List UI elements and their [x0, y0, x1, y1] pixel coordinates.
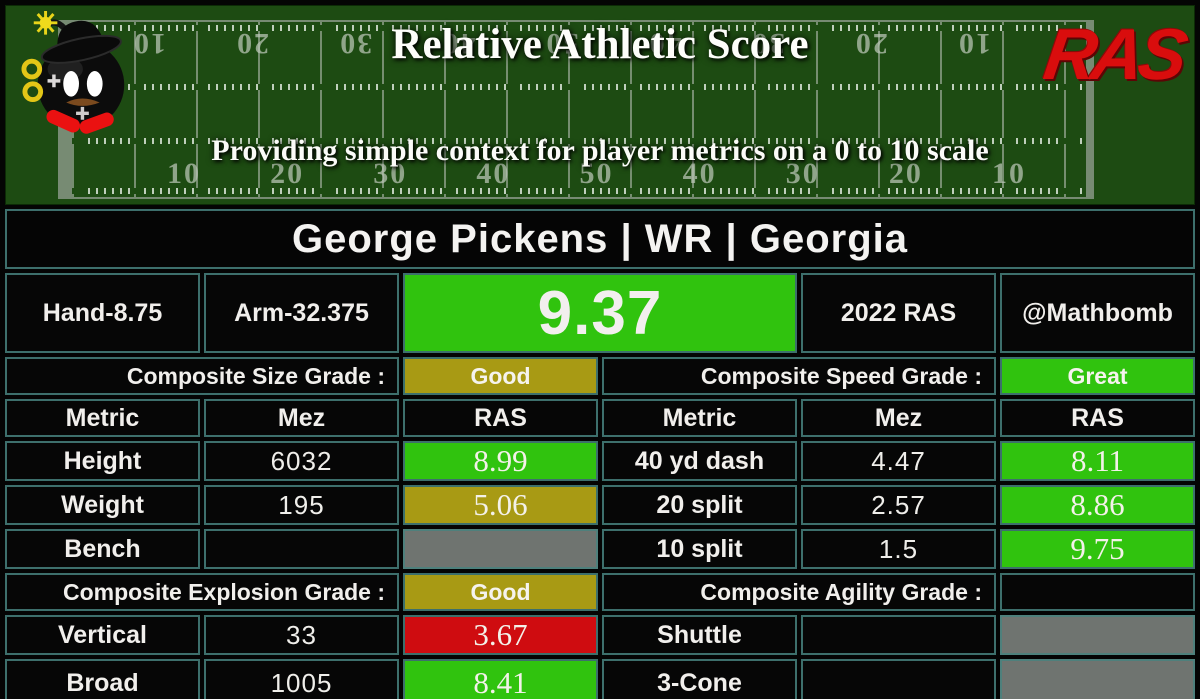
yard-number: 30	[373, 157, 408, 190]
credit-handle-cell: @Mathbomb	[1000, 273, 1195, 353]
metric-label: Shuttle	[602, 615, 797, 655]
mez-value: 33	[204, 615, 399, 655]
mez-value: 1005	[204, 659, 399, 699]
yard-number: 30	[785, 157, 820, 190]
mez-value: 6032	[204, 441, 399, 481]
field-numbers-bottom: 10 20 30 40 50 40 30 20 10	[72, 157, 1086, 191]
speed-grade-label: Composite Speed Grade :	[602, 357, 996, 395]
explosion-grade-label: Composite Explosion Grade :	[5, 573, 399, 611]
hash-marks-row	[72, 84, 1086, 90]
field-header: 10 20 30 40 50 40 30 20 10 10 20 30 40 5…	[5, 5, 1195, 205]
ras-value	[403, 529, 598, 569]
page-subtitle: Providing simple context for player metr…	[211, 134, 989, 167]
yard-number: 40	[476, 157, 511, 190]
metric-label: 40 yd dash	[602, 441, 797, 481]
metric-label: Weight	[5, 485, 200, 525]
ras-value: 8.99	[403, 441, 598, 481]
mez-value	[204, 529, 399, 569]
mez-value: 195	[204, 485, 399, 525]
mez-value	[801, 659, 996, 699]
yard-number: 10	[167, 157, 201, 190]
metric-label: Vertical	[5, 615, 200, 655]
player-name: George Pickens | WR | Georgia	[292, 216, 908, 261]
explosion-grade-value: Good	[403, 573, 598, 611]
metric-label: 10 split	[602, 529, 797, 569]
hand-size-cell: Hand-8.75	[5, 273, 200, 353]
ras-card: 10 20 30 40 50 40 30 20 10 10 20 30 40 5…	[0, 5, 1200, 699]
metric-label: 20 split	[602, 485, 797, 525]
table-row: Bench 10 split 1.5 9.75	[0, 529, 1200, 569]
size-grade-label: Composite Size Grade :	[5, 357, 399, 395]
arm-length-cell: Arm-32.375	[204, 273, 399, 353]
col-header-mez: Mez	[801, 399, 996, 437]
bomb-mascot-logo	[21, 11, 125, 134]
mez-value	[801, 615, 996, 655]
col-header-ras: RAS	[403, 399, 598, 437]
yard-number: 20	[888, 157, 923, 190]
grade-row-explosion-agility: Composite Explosion Grade : Good Composi…	[0, 573, 1200, 611]
yard-number: 50	[579, 157, 614, 190]
hash-marks-row	[72, 25, 1086, 31]
col-header-mez: Mez	[204, 399, 399, 437]
table-row: Vertical 33 3.67 Shuttle	[0, 615, 1200, 655]
grade-row-size-speed: Composite Size Grade : Good Composite Sp…	[0, 357, 1200, 395]
table-row: Broad 1005 8.41 3-Cone	[0, 659, 1200, 699]
ras-brand-logo: RAS	[1039, 15, 1188, 95]
mez-value: 4.47	[801, 441, 996, 481]
ras-value: 8.11	[1000, 441, 1195, 481]
yard-number: 40	[682, 157, 717, 190]
player-name-bar: George Pickens | WR | Georgia	[5, 209, 1195, 269]
hash-marks-row	[72, 188, 1086, 194]
table-row: Height 6032 8.99 40 yd dash 4.47 8.11	[0, 441, 1200, 481]
ras-value: 5.06	[403, 485, 598, 525]
metric-label: Bench	[5, 529, 200, 569]
ras-score-cell: 9.37	[403, 273, 797, 353]
mez-value: 2.57	[801, 485, 996, 525]
ras-value: 8.86	[1000, 485, 1195, 525]
ras-value	[1000, 659, 1195, 699]
col-header-metric: Metric	[602, 399, 797, 437]
metric-label: Height	[5, 441, 200, 481]
ras-value	[1000, 615, 1195, 655]
metric-label: Broad	[5, 659, 200, 699]
table-row: Weight 195 5.06 20 split 2.57 8.86	[0, 485, 1200, 525]
football-field-graphic: 10 20 30 40 50 40 30 20 10 10 20 30 40 5…	[58, 20, 1094, 199]
size-grade-value: Good	[403, 357, 598, 395]
agility-grade-value	[1000, 573, 1195, 611]
summary-row: Hand-8.75 Arm-32.375 9.37 2022 RAS @Math…	[0, 273, 1200, 353]
page-title: Relative Athletic Score	[391, 21, 809, 68]
ras-value: 8.41	[403, 659, 598, 699]
col-header-ras: RAS	[1000, 399, 1195, 437]
metric-label: 3-Cone	[602, 659, 797, 699]
mez-value: 1.5	[801, 529, 996, 569]
speed-grade-value: Great	[1000, 357, 1195, 395]
table-header-row: Metric Mez RAS Metric Mez RAS	[0, 399, 1200, 437]
yard-lines	[72, 22, 1086, 197]
year-ras-cell: 2022 RAS	[801, 273, 996, 353]
ras-value: 9.75	[1000, 529, 1195, 569]
col-header-metric: Metric	[5, 399, 200, 437]
ras-value: 3.67	[403, 615, 598, 655]
hash-marks-row	[72, 138, 1086, 144]
yard-number: 10	[992, 157, 1026, 190]
agility-grade-label: Composite Agility Grade :	[602, 573, 996, 611]
yard-number: 20	[270, 157, 305, 190]
